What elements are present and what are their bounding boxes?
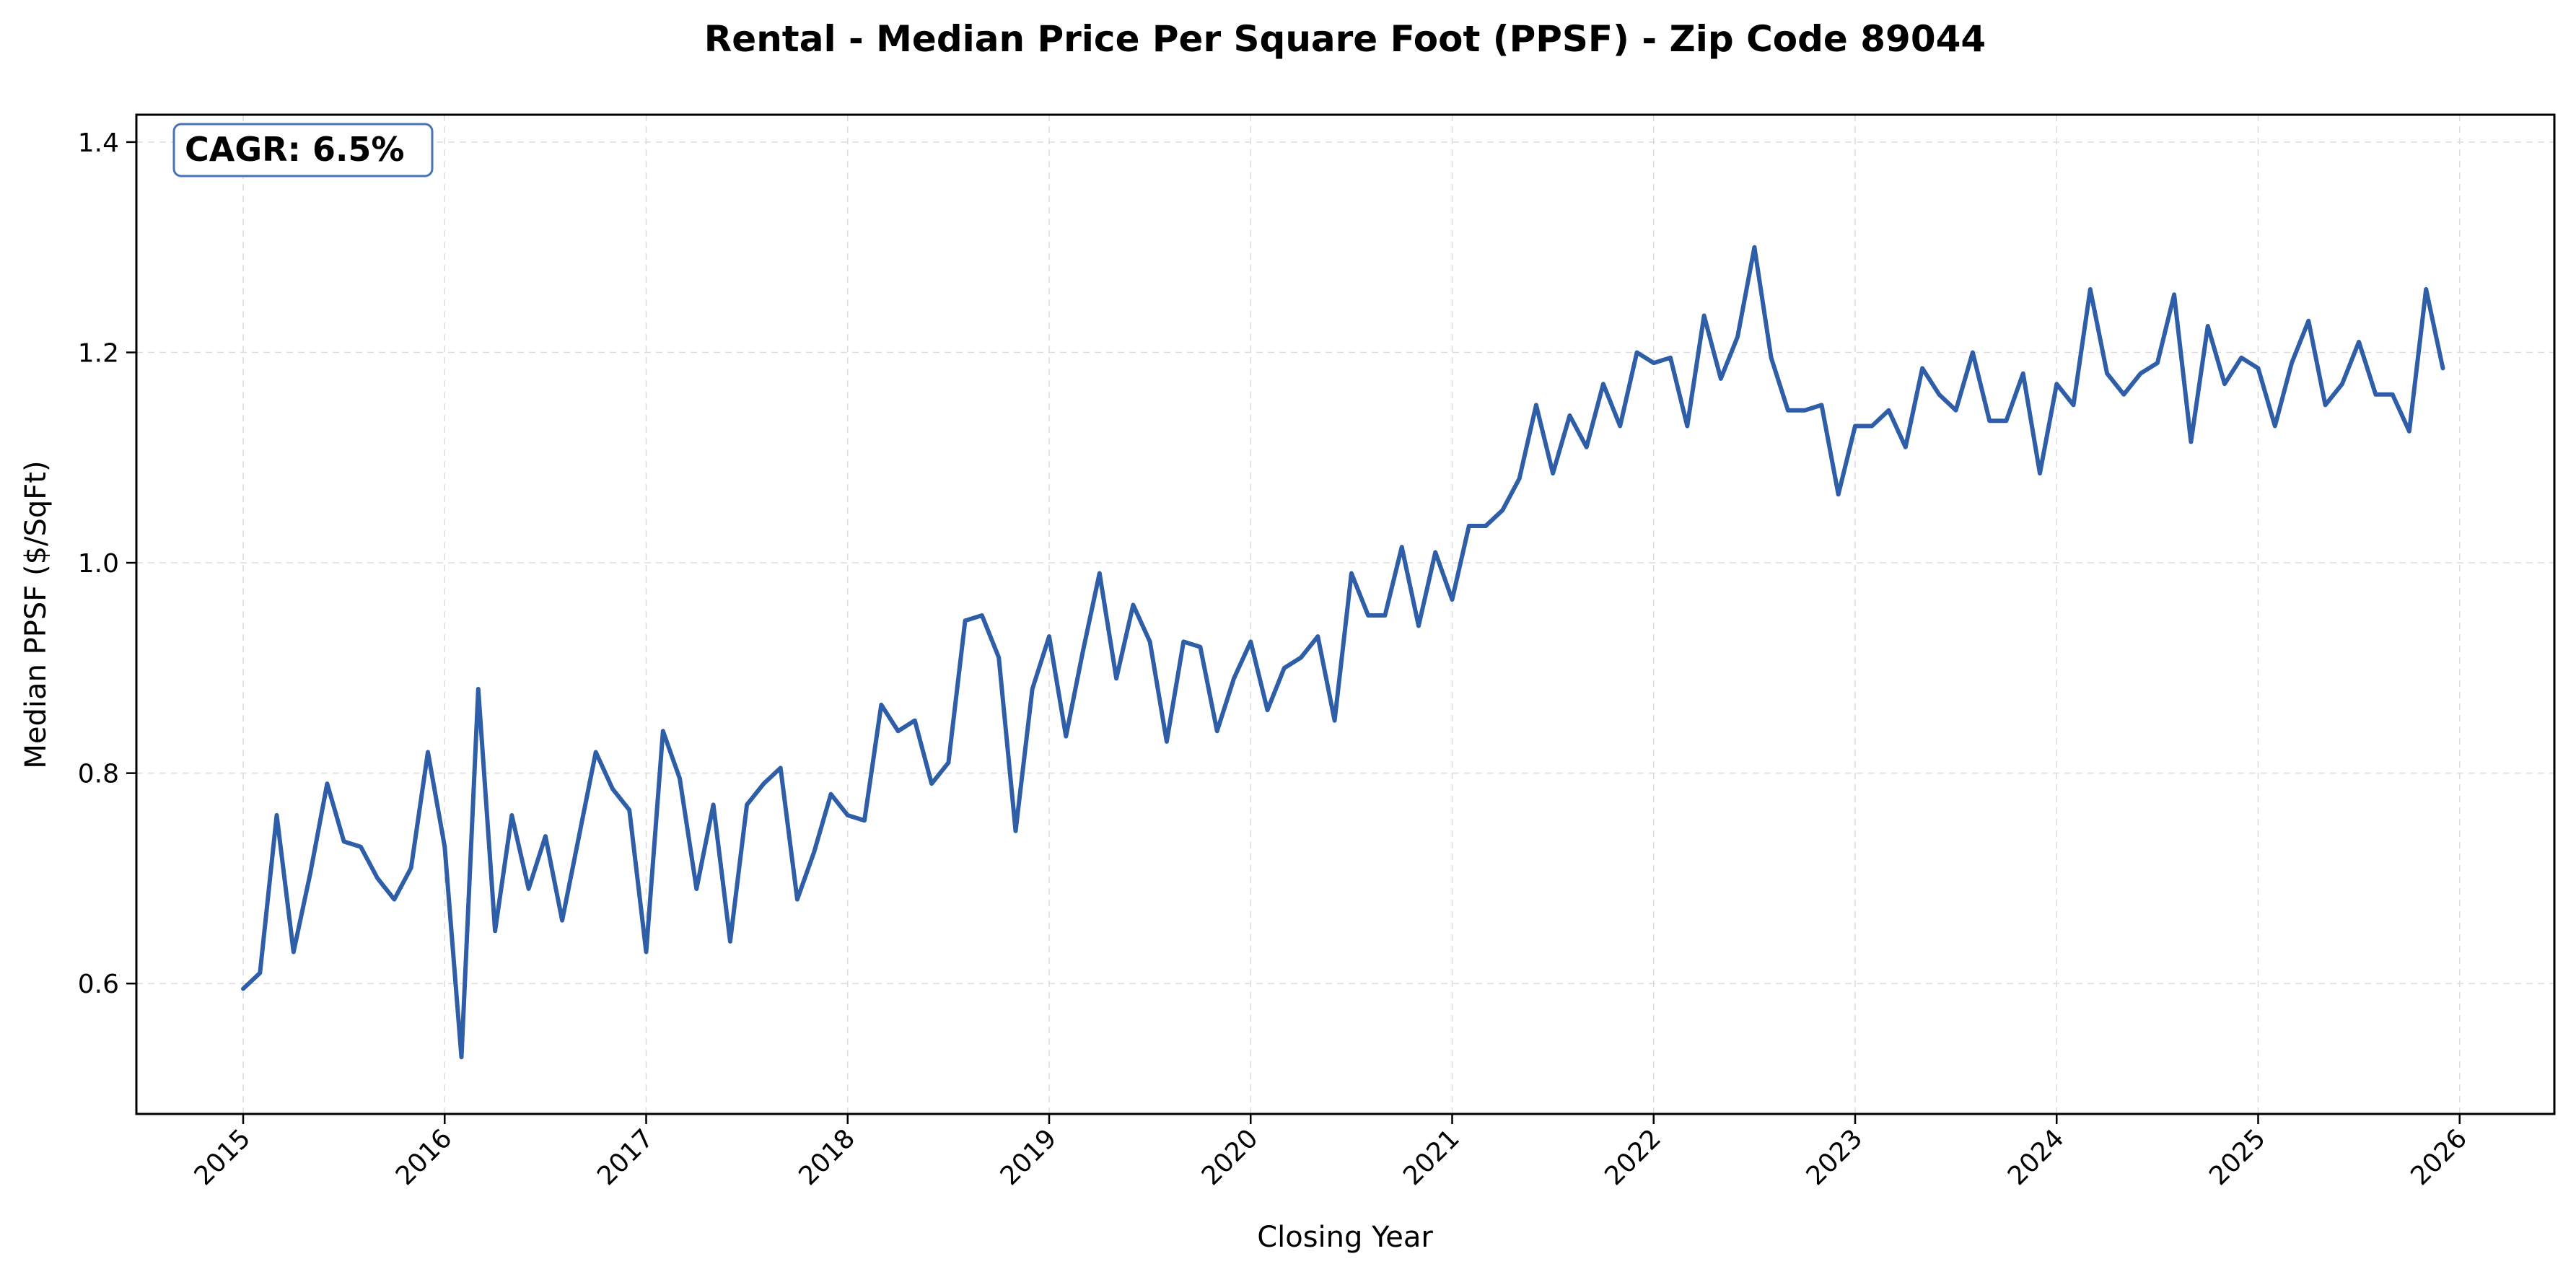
x-tick-label: 2015 xyxy=(189,1123,257,1191)
y-tick-label: 0.6 xyxy=(78,970,119,999)
y-tick-label: 1.4 xyxy=(78,128,119,158)
x-tick-label: 2026 xyxy=(2405,1123,2473,1191)
x-tick-label: 2020 xyxy=(1196,1123,1264,1191)
y-tick-label: 1.2 xyxy=(78,338,119,368)
axis-ticks: 2015 2016 2017 2018 2019 2020 2021 2022 2023 2024… xyxy=(78,128,2473,1191)
x-tick-label: 2022 xyxy=(1599,1123,1667,1191)
cagr-label: CAGR: 6.5% xyxy=(185,130,405,169)
plot-area-frame xyxy=(135,113,2556,1115)
cagr-annotation: CAGR: 6.5% xyxy=(172,123,434,177)
x-tick-label: 2024 xyxy=(2002,1123,2070,1191)
x-tick-label: 2019 xyxy=(995,1123,1063,1191)
y-tick-label: 0.8 xyxy=(78,760,119,789)
y-axis-label: Median PPSF ($/SqFt) xyxy=(19,460,53,768)
x-tick-label: 2017 xyxy=(592,1123,660,1191)
x-tick-label: 2018 xyxy=(793,1123,861,1191)
x-tick-label: 2023 xyxy=(1801,1123,1869,1191)
cagr-box xyxy=(172,123,434,177)
series-line-median-ppsf xyxy=(241,245,2445,1060)
y-tick-label: 1.0 xyxy=(78,549,119,579)
x-tick-label: 2016 xyxy=(390,1123,458,1191)
chart-title: Rental - Median Price Per Square Foot (P… xyxy=(704,18,1986,60)
x-tick-label: 2025 xyxy=(2204,1123,2271,1191)
x-tick-label: 2021 xyxy=(1398,1123,1466,1191)
grid xyxy=(136,115,2554,1114)
x-axis-label: Closing Year xyxy=(1257,1221,1433,1254)
